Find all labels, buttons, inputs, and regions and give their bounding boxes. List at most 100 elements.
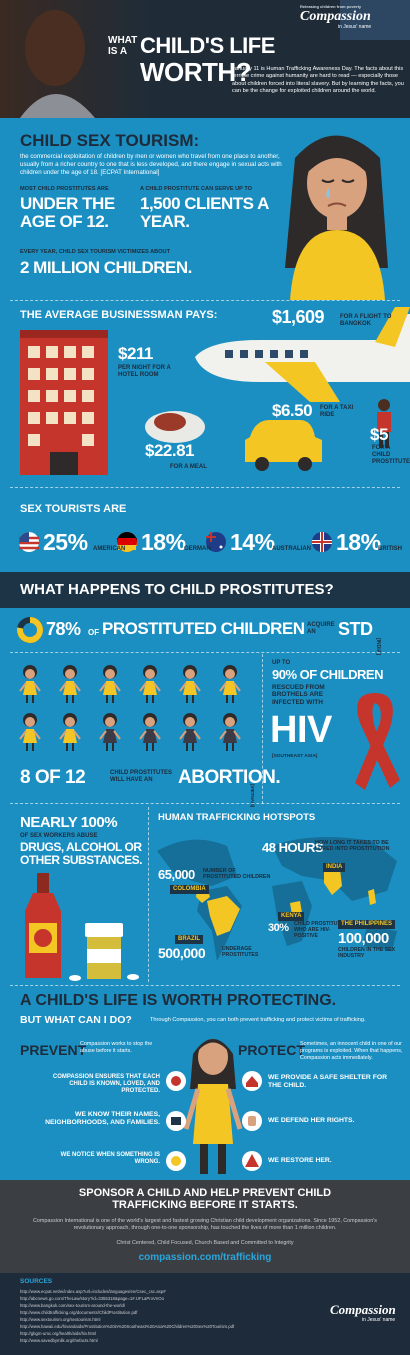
tourism-section: CHILD SEX TOURISM: the commercial exploi…	[0, 118, 410, 300]
girl-icons	[19, 664, 241, 752]
divider	[10, 300, 400, 301]
philippines-country: THE PHILIPPINES	[338, 920, 396, 929]
kenya-label: CHILD PROSTITUTES WHO ARE HIV-POSITIVE	[294, 921, 348, 939]
sponsor-headline: SPONSOR A CHILD AND HELP PREVENT CHILD T…	[78, 1187, 332, 1211]
divider	[10, 985, 400, 986]
tourists-section: SEX TOURISTS ARE 25% AMERICAN 18% GERMAN…	[0, 490, 410, 570]
hiv-source: [SOUTHEAST ASIA]	[272, 754, 318, 759]
header: Releasing children from poverty Compassi…	[0, 0, 410, 118]
brazil-stat: 500,000	[158, 945, 206, 961]
protecting-question: BUT WHAT CAN I DO?	[20, 1014, 132, 1026]
tourist-percent: 18%	[141, 529, 186, 555]
sponsor-url: compassion.com/trafficking	[138, 1252, 272, 1263]
std-subject: PROSTITUTED CHILDREN	[102, 619, 305, 638]
protect-description: Sometimes, an innocent child in one of o…	[300, 1041, 403, 1062]
girl-illustration	[183, 1039, 243, 1174]
source: http://www.hawaii.edu/hivandaids/Prostit…	[20, 1324, 235, 1329]
stat-label: EVERY YEAR, CHILD SEX TOURISM VICTIMIZES…	[20, 249, 171, 255]
divider	[148, 807, 149, 982]
prevent-description: Compassion works to stop the abuse befor…	[80, 1041, 153, 1055]
protecting-title: A CHILD'S LIFE IS WORTH PROTECTING.	[20, 992, 337, 1009]
hotspots-title: HUMAN TRAFFICKING HOTSPOTS	[158, 812, 316, 823]
stat-value: 1,500 CLIENTS A YEAR.	[140, 194, 269, 231]
tourist-percent: 14%	[230, 529, 275, 555]
source: http://www.ecpat.net/ei/index.asp?url=in…	[20, 1289, 166, 1294]
stat-label: MOST CHILD PROSTITUTES ARE	[20, 186, 109, 192]
intro: January 11 is Human Trafficking Awarenes…	[232, 66, 404, 94]
stat-value: 2 MILLION CHILDREN.	[20, 258, 192, 277]
outcomes-header: WHAT HAPPENS TO CHILD PROSTITUTES?	[0, 572, 410, 608]
tourism-definition: the commercial exploitation of children …	[20, 153, 282, 177]
hiv-lead: UP TO	[272, 660, 291, 666]
divider	[10, 803, 400, 804]
outcomes-title: WHAT HAPPENS TO CHILD PROSTITUTES?	[20, 581, 334, 598]
substances-headline: NEARLY 100%	[20, 814, 118, 831]
footer-logo-name: Compassion	[330, 1302, 396, 1317]
divider	[10, 487, 400, 488]
source: http://www.bangkok.com/sex-tourism-aroun…	[20, 1303, 126, 1308]
cost-amount: $211	[118, 344, 153, 363]
source: http://www.sextourism.org/sextourism.htm…	[20, 1317, 101, 1322]
cost-amount: $6.50	[272, 401, 313, 420]
substances-illustration	[25, 873, 139, 981]
colombia-label: NUMBER OF PROSTITUTED CHILDREN	[203, 868, 271, 881]
divider	[262, 654, 263, 804]
prevent-icons	[166, 1071, 186, 1171]
abortion-count: 8 OF 12	[20, 767, 86, 788]
protect-icons	[242, 1071, 262, 1171]
std-of: OF	[88, 628, 100, 637]
logo-sub: in Jesus' name	[338, 24, 372, 30]
prevent-item: WE KNOW THEIR NAMES, NEIGHBORHOODS, AND …	[45, 1111, 160, 1126]
protect-item: WE RESTORE HER.	[268, 1157, 332, 1164]
title-main: CHILD'S LIFE	[140, 33, 275, 58]
sources-title: SOURCES	[20, 1278, 53, 1285]
prevent-item: COMPASSION ENSURES THAT EACH CHILD IS KN…	[52, 1074, 160, 1094]
sponsor-about: Compassion International is one of the w…	[33, 1218, 377, 1232]
protecting-section: A CHILD'S LIFE IS WORTH PROTECTING. BUT …	[0, 987, 410, 1180]
brazil-country: BRAZIL	[175, 935, 203, 944]
outcomes-section: 78% OF PROSTITUTED CHILDREN ACQUIRE AN S…	[0, 608, 410, 807]
protect-item: WE DEFEND HER RIGHTS.	[268, 1117, 355, 1124]
cost-label: FOR A CHILD PROSTITUTE	[372, 445, 410, 465]
brazil-label: UNDERAGE PROSTITUTES	[222, 946, 259, 958]
source: http://abcnews.go.com/TheLaw/story?id=33…	[20, 1296, 165, 1301]
cost-label: PER NIGHT FOR A HOTEL ROOM	[118, 365, 171, 378]
hiv-ribbon	[355, 693, 400, 790]
tourism-title: CHILD SEX TOURISM:	[20, 131, 200, 150]
sponsor-values: Christ Centered, Child Focused, Church B…	[116, 1240, 294, 1246]
cost-label: FOR A FLIGHT TO BANGKOK	[340, 314, 392, 327]
tourist-nationality: GERMAN	[184, 546, 211, 552]
sponsor-section: SPONSOR A CHILD AND HELP PREVENT CHILD T…	[0, 1180, 410, 1273]
prevent-item: WE NOTICE WHEN SOMETHING IS WRONG.	[60, 1152, 160, 1165]
protect-title: PROTECT	[238, 1042, 305, 1058]
philippines-label: CHILDREN IN THE SEX INDUSTRY	[338, 947, 396, 959]
colombia-stat: 65,000	[158, 867, 195, 882]
abortion-label: CHILD PROSTITUTES WILL HAVE AN	[110, 770, 173, 783]
std-donut	[17, 617, 43, 643]
header-art	[0, 0, 410, 118]
hotspots-section: NEARLY 100% OF SEX WORKERS ABUSE DRUGS, …	[0, 805, 410, 985]
flags	[19, 532, 332, 552]
hiv-label: RESCUED FROM BROTHELS ARE INFECTED WITH	[272, 684, 325, 706]
source: http://www.childtrafficking.org/document…	[20, 1310, 138, 1315]
woman-illustration	[285, 135, 388, 300]
prevent-title: PREVENT	[20, 1042, 87, 1058]
philippines-stat: 100,000	[338, 930, 389, 947]
kenya-country: KENYA	[278, 912, 305, 921]
cost-label: FOR A MEAL	[170, 464, 207, 470]
cost-amount: $5	[370, 425, 388, 444]
substances-result: DRUGS, ALCOHOL OR OTHER SUBSTANCES.	[20, 840, 142, 867]
costs-section: THE AVERAGE BUSINESSMAN PAYS: $1,609 FOR…	[0, 302, 410, 485]
kenya-stat: 30%	[268, 922, 289, 934]
title-lead: WHAT IS A	[108, 35, 138, 57]
substances-label: OF SEX WORKERS ABUSE	[20, 833, 98, 839]
stat-value: UNDER THE AGE OF 12.	[20, 194, 115, 231]
india-label: HOW LONG IT TAKES TO BE LURED INTO PROST…	[315, 840, 390, 853]
tourists-title: SEX TOURISTS ARE	[20, 503, 127, 515]
tourist-percent: 25%	[43, 529, 88, 555]
hiv-result: HIV	[270, 709, 332, 751]
colombia-country: COLOMBIA	[170, 885, 209, 894]
divider	[10, 652, 400, 653]
logo-tagline: Releasing children from poverty	[300, 4, 362, 9]
